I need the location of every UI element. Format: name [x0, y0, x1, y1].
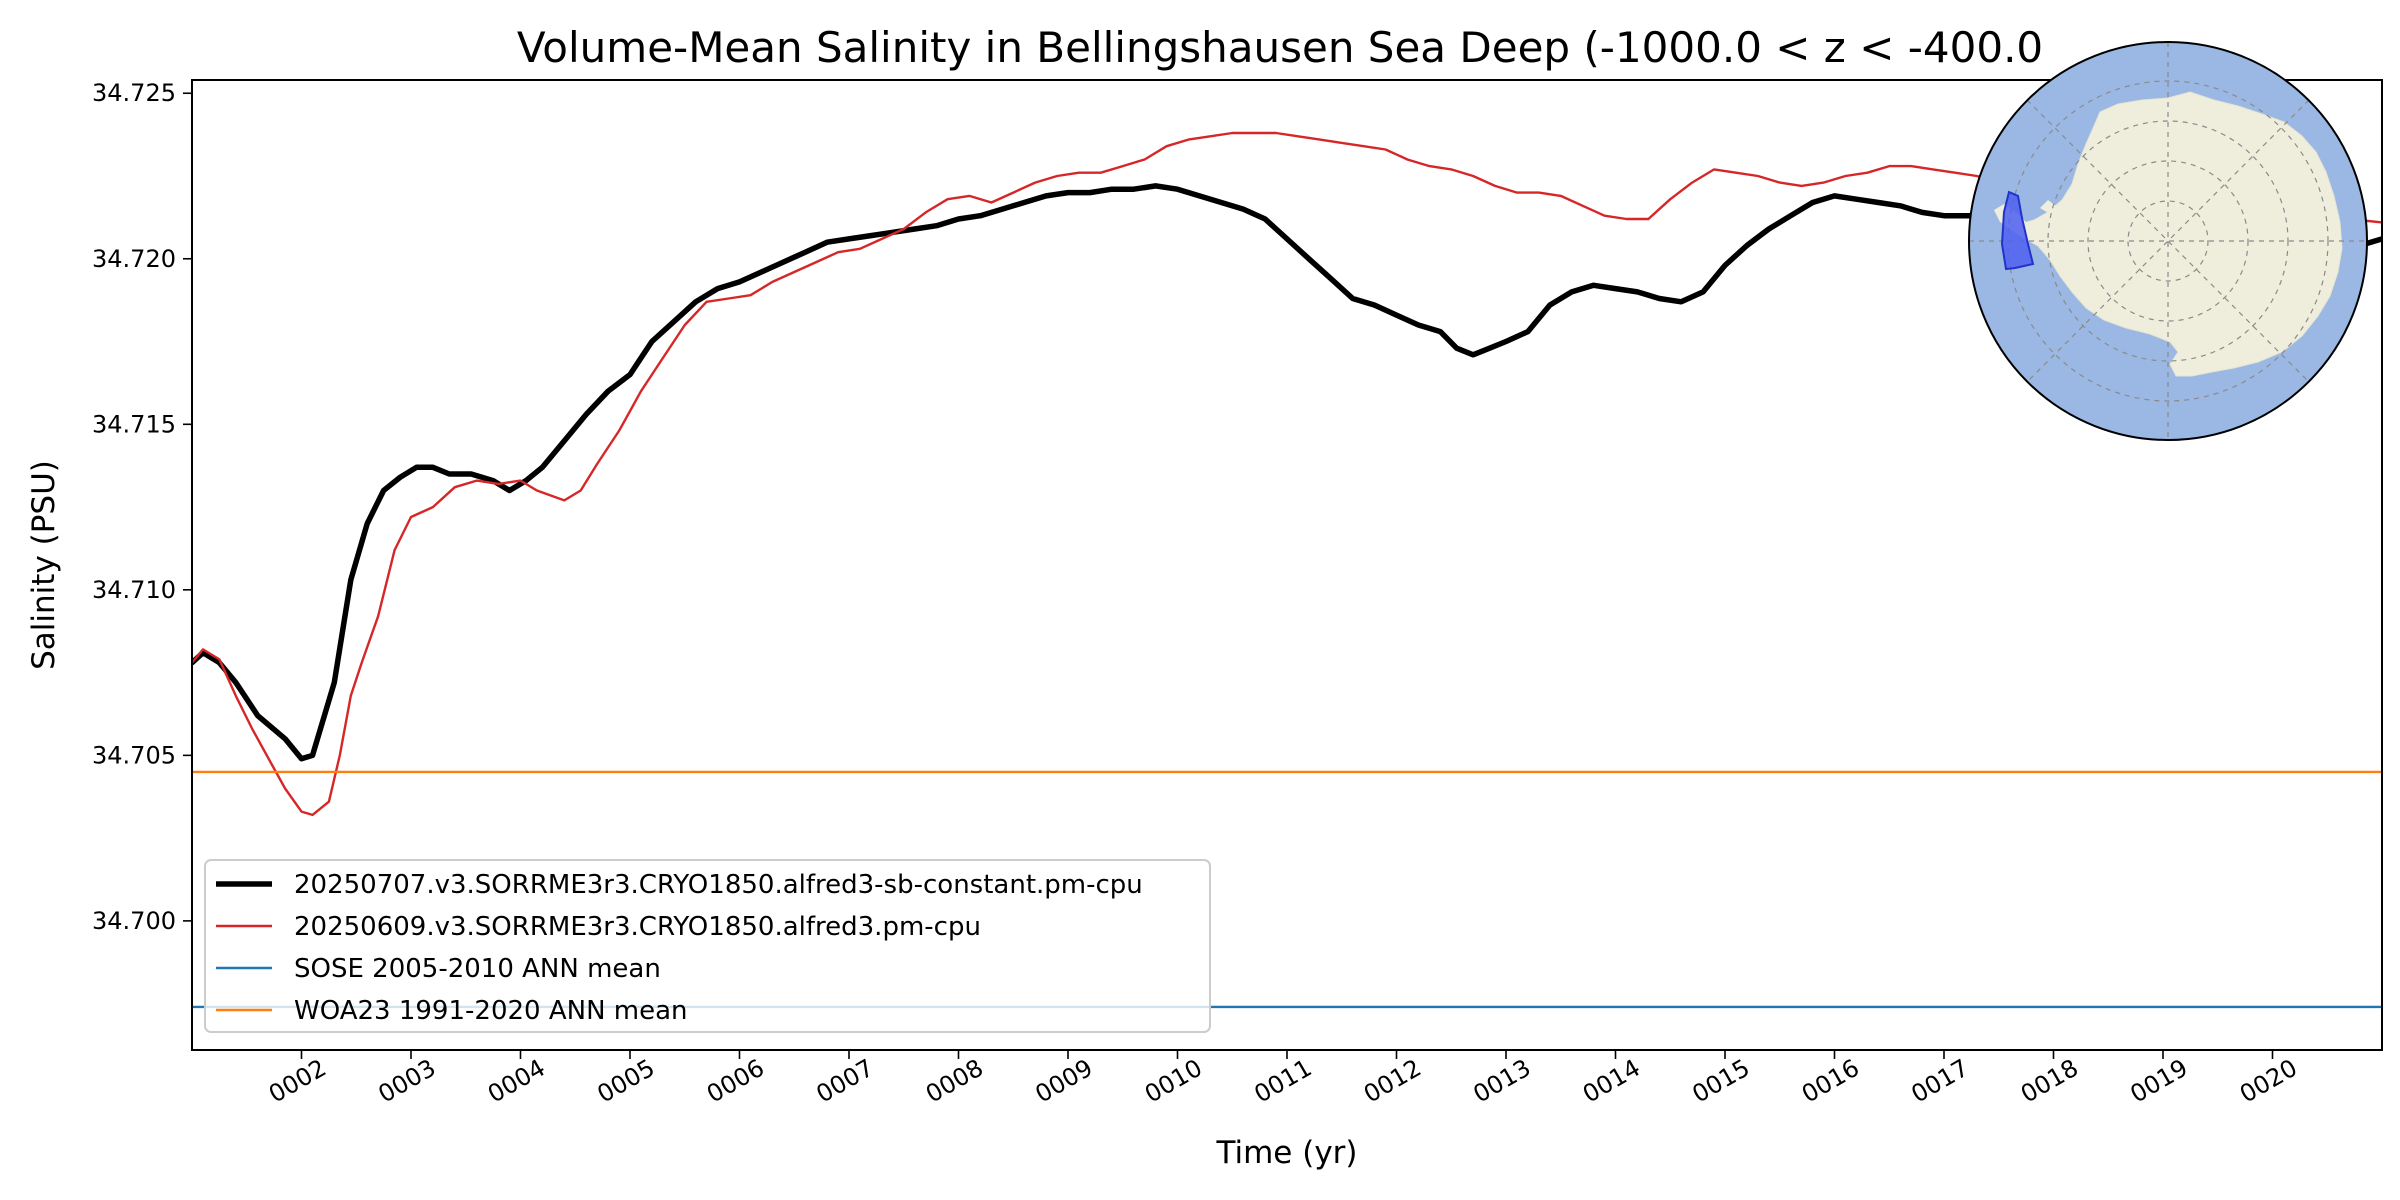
inset-region-bellingshausen: [2000, 190, 2035, 271]
legend-label-3: WOA23 1991-2020 ANN mean: [294, 996, 688, 1026]
y-tick-label: 34.725: [92, 79, 176, 107]
legend: 20250707.v3.SORRME3r3.CRYO1850.alfred3-s…: [204, 859, 1211, 1033]
antarctica-polar-map-icon: [1968, 41, 2368, 441]
y-tick-label: 34.700: [92, 907, 176, 935]
inset-globe-border: [1968, 41, 2368, 441]
y-tick-label: 34.715: [92, 410, 176, 438]
y-tick-label: 34.710: [92, 576, 176, 604]
legend-label-0: 20250707.v3.SORRME3r3.CRYO1850.alfred3-s…: [294, 870, 1143, 900]
inset-land-island: [2040, 200, 2056, 214]
y-tick-label: 34.720: [92, 245, 176, 273]
y-tick-label: 34.705: [92, 741, 176, 769]
legend-label-1: 20250609.v3.SORRME3r3.CRYO1850.alfred3.p…: [294, 912, 981, 942]
legend-box: [204, 859, 1211, 1033]
y-axis-title: Salinity (PSU): [26, 460, 62, 670]
chart-title: Volume-Mean Salinity in Bellingshausen S…: [517, 23, 2043, 72]
x-axis-title: Time (yr): [1216, 1135, 1358, 1171]
y-axis-ticks: 34.700 34.705 34.710 34.715 34.720 34.725: [92, 79, 192, 935]
legend-label-2: SOSE 2005-2010 ANN mean: [294, 954, 661, 984]
